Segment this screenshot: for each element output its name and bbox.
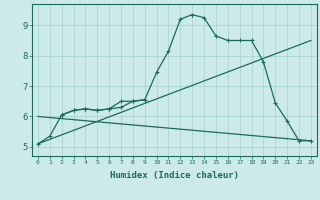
X-axis label: Humidex (Indice chaleur): Humidex (Indice chaleur) (110, 171, 239, 180)
